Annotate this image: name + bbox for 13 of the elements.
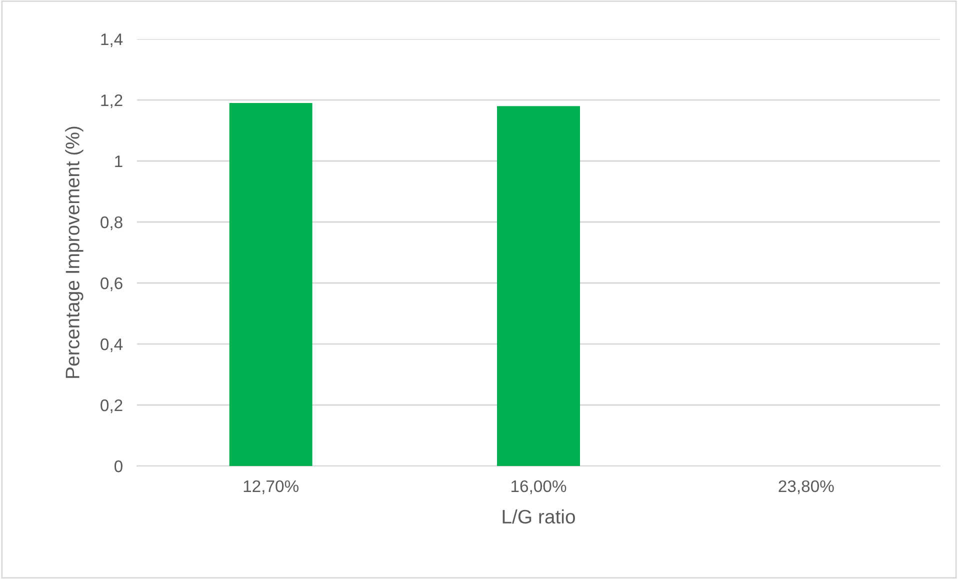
x-tick-label: 23,80% [778,480,834,494]
x-axis-title: L/G ratio [502,509,575,524]
y-tick-label: 0,2 [100,399,122,414]
y-tick-label: 0 [114,460,122,472]
y-axis-title: Percentage Improvement (%) [65,126,84,378]
y-tick-label: 0,4 [100,338,123,352]
y-tick-label: 0,6 [100,277,122,292]
y-tick-label: 1 [115,156,122,168]
y-tick-label: 1,2 [101,94,122,108]
y-tick-label: 0,8 [100,216,122,230]
x-tick-label: 16,00% [512,480,566,494]
y-tick-label: 1,4 [101,34,123,48]
x-tick-label: 12,70% [244,480,299,494]
